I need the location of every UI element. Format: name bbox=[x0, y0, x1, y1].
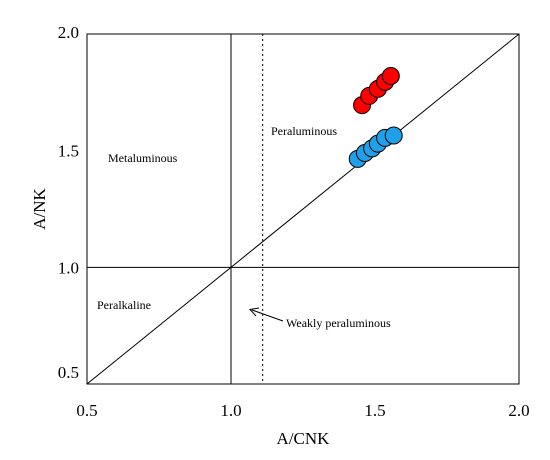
region-label-peraluminous: Peraluminous bbox=[271, 124, 337, 138]
region-label-peralkaline: Peralkaline bbox=[97, 298, 151, 312]
plot-frame bbox=[86, 33, 520, 385]
y-tick-label: 2.0 bbox=[58, 23, 79, 42]
x-tick-labels: 0.5 1.0 1.5 2.0 bbox=[76, 401, 529, 420]
data-point-blue bbox=[384, 126, 403, 145]
y-tick-label: 0.5 bbox=[58, 363, 79, 382]
diagonal-line bbox=[86, 33, 520, 385]
data-point-red bbox=[381, 67, 400, 85]
y-tick-labels: 0.5 1.0 1.5 2.0 bbox=[58, 23, 79, 382]
x-axis-title: A/CNK bbox=[277, 429, 331, 448]
x-tick-label: 2.0 bbox=[508, 401, 529, 420]
weakly-peraluminous-arrow bbox=[249, 307, 284, 322]
data-points bbox=[348, 67, 403, 168]
region-label-metaluminous: Metaluminous bbox=[108, 151, 178, 165]
y-tick-label: 1.0 bbox=[58, 258, 79, 277]
x-tick-label: 1.5 bbox=[364, 401, 385, 420]
x-tick-label: 1.0 bbox=[220, 401, 241, 420]
region-label-weakly-peraluminous: Weakly peraluminous bbox=[286, 316, 391, 330]
y-axis-title: A/NK bbox=[30, 188, 49, 230]
x-tick-label: 0.5 bbox=[76, 401, 97, 420]
y-tick-label: 1.5 bbox=[58, 142, 79, 161]
